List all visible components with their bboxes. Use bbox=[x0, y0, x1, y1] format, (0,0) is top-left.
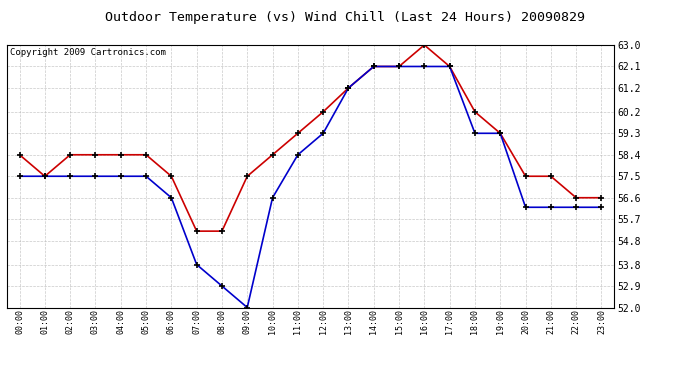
Text: Copyright 2009 Cartronics.com: Copyright 2009 Cartronics.com bbox=[10, 48, 166, 57]
Text: Outdoor Temperature (vs) Wind Chill (Last 24 Hours) 20090829: Outdoor Temperature (vs) Wind Chill (Las… bbox=[105, 11, 585, 24]
